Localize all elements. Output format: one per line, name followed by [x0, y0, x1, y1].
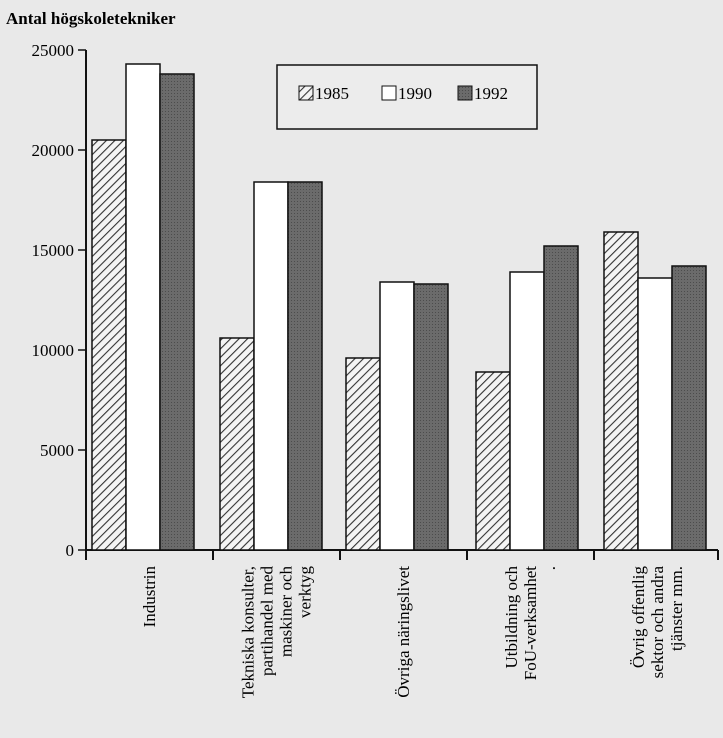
legend-label-1990: 1990	[398, 84, 432, 103]
bar-1985-cat4	[475, 371, 511, 551]
bar-1992-cat2	[287, 181, 323, 551]
bar-1990-cat3	[379, 281, 415, 551]
bar-1990-cat2	[253, 181, 289, 551]
legend-box	[276, 64, 538, 130]
legend-swatch-1992	[457, 85, 473, 101]
legend-swatch-1985	[298, 85, 314, 101]
y-tick-label: 5000	[40, 441, 74, 460]
x-category-label: tjänster mm.	[667, 566, 686, 651]
x-category-label: Industrin	[140, 566, 159, 628]
x-category-label: Övriga näringslivet	[394, 566, 413, 698]
x-category-label: verktyg	[296, 566, 315, 618]
bar-1992-cat3	[413, 283, 449, 551]
x-category-label: .	[540, 566, 559, 570]
bar-1985-cat1	[91, 139, 127, 551]
legend: 1985 1990 1992	[276, 64, 538, 130]
y-tick-label: 20000	[32, 141, 75, 160]
bar-1985-cat5	[603, 231, 639, 551]
y-tick-label: 25000	[32, 41, 75, 60]
bar-1990-cat1	[125, 63, 161, 551]
bar-1992-cat4	[543, 245, 579, 551]
y-tick-label: 0	[66, 541, 75, 560]
y-tick-label: 10000	[32, 341, 75, 360]
bar-1992-cat1	[159, 73, 195, 551]
x-category-label: maskiner och	[277, 566, 296, 658]
x-category-label: FoU-verksamhet	[521, 566, 540, 681]
bar-1990-cat4	[509, 271, 545, 551]
x-category-label: Utbildning och	[502, 566, 521, 669]
bar-1990-cat5	[637, 277, 673, 551]
legend-label-1992: 1992	[474, 84, 508, 103]
x-category-label: sektor och andra	[648, 566, 667, 679]
x-category-label: Tekniska konsulter,	[239, 566, 258, 698]
y-axis-title: Antal högskoletekniker	[6, 9, 176, 28]
y-tick-label: 15000	[32, 241, 75, 260]
x-category-label: partihandel med	[258, 566, 277, 676]
bar-1985-cat2	[219, 337, 255, 551]
x-category-label: Övrig offentlig	[629, 566, 648, 669]
legend-label-1985: 1985	[315, 84, 349, 103]
legend-swatch-1990	[381, 85, 397, 101]
bar-1985-cat3	[345, 357, 381, 551]
bar-1992-cat5	[671, 265, 707, 551]
